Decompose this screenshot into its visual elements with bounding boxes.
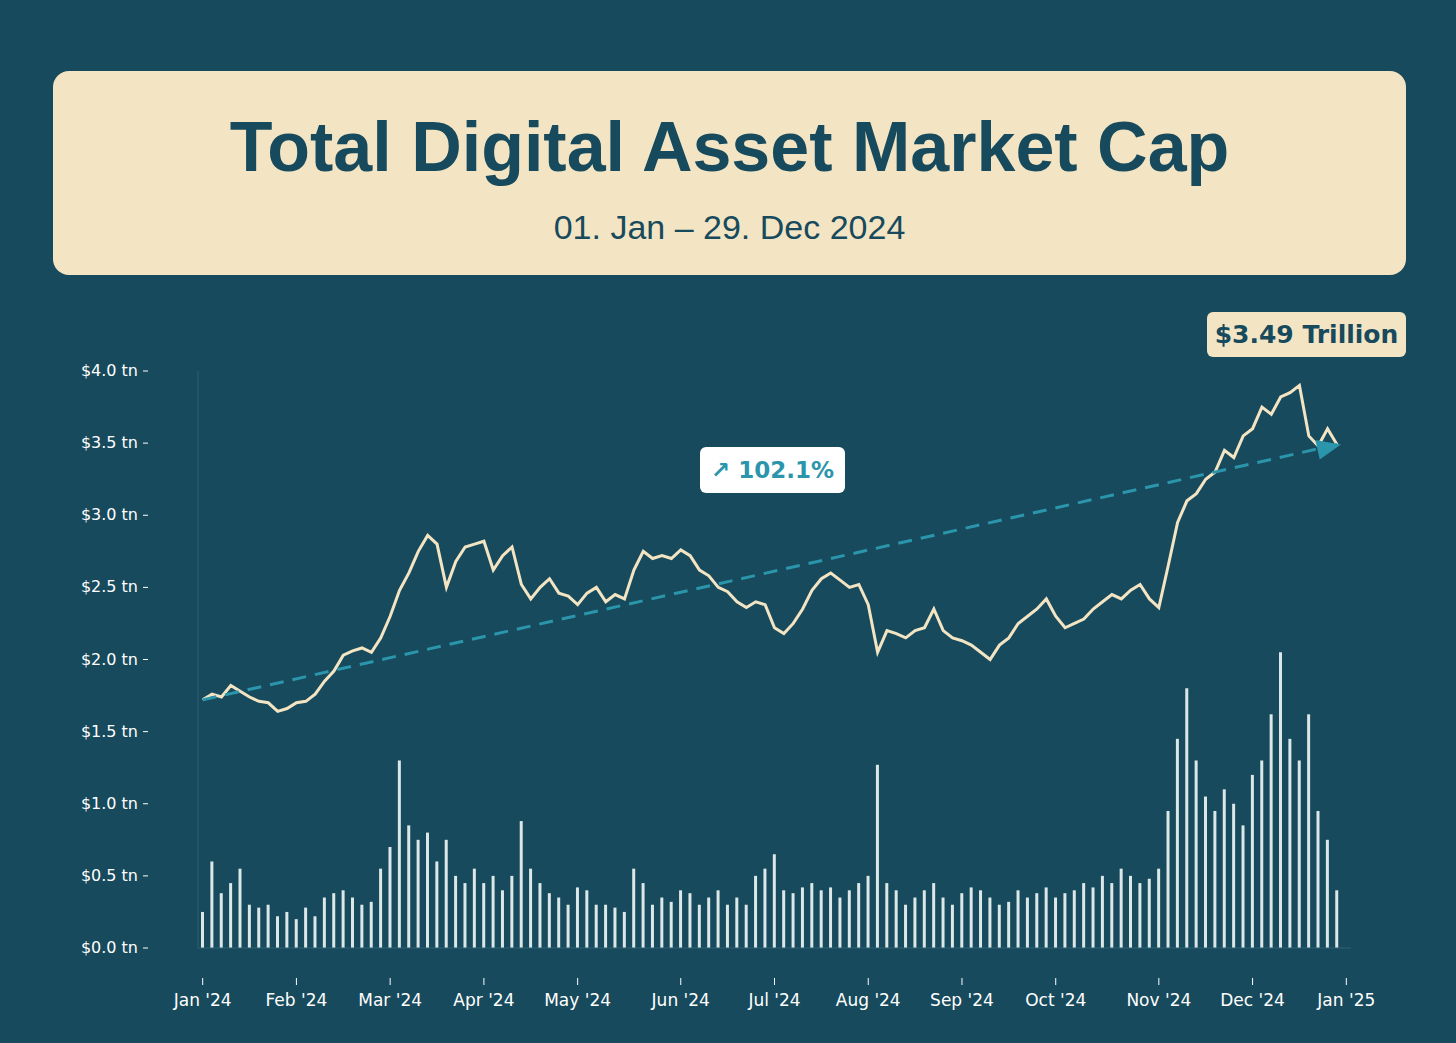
html-text:Total Digital Asset Market Cap: Total Digital Asset Market Cap [229,108,1230,186]
html-text:01. Jan – 29. Dec 2024: 01. Jan – 29. Dec 2024 [553,208,906,246]
svg-text:Jul '24: Jul '24 [747,990,800,1010]
svg-text:Sep '24: Sep '24 [930,990,994,1010]
svg-text:Feb '24: Feb '24 [266,990,328,1010]
html-text:$3.49 Trillion: $3.49 Trillion [1214,320,1399,349]
svg-text:Nov '24: Nov '24 [1126,990,1191,1010]
svg-text:$4.0 tn: $4.0 tn [81,361,138,380]
svg-text:$2.5 tn: $2.5 tn [81,577,138,596]
svg-text:$0.5 tn: $0.5 tn [81,866,138,885]
svg-text:Jan '25: Jan '25 [1316,990,1375,1010]
html-text:↗ 102.1%: ↗ 102.1% [711,457,834,483]
svg-text:Apr '24: Apr '24 [453,990,514,1010]
svg-text:Oct '24: Oct '24 [1025,990,1086,1010]
svg-text:Aug '24: Aug '24 [836,990,901,1010]
svg-text:Jun '24: Jun '24 [651,990,710,1010]
svg-text:$1.0 tn: $1.0 tn [81,794,138,813]
svg-text:May '24: May '24 [544,990,611,1010]
svg-text:Dec '24: Dec '24 [1220,990,1285,1010]
svg-text:Jan '24: Jan '24 [173,990,232,1010]
svg-text:Mar '24: Mar '24 [358,990,422,1010]
svg-text:$0.0 tn: $0.0 tn [81,938,138,957]
svg-text:$3.5 tn: $3.5 tn [81,433,138,452]
svg-text:$3.0 tn: $3.0 tn [81,505,138,524]
svg-text:$2.0 tn: $2.0 tn [81,650,138,669]
svg-text:$1.5 tn: $1.5 tn [81,722,138,741]
